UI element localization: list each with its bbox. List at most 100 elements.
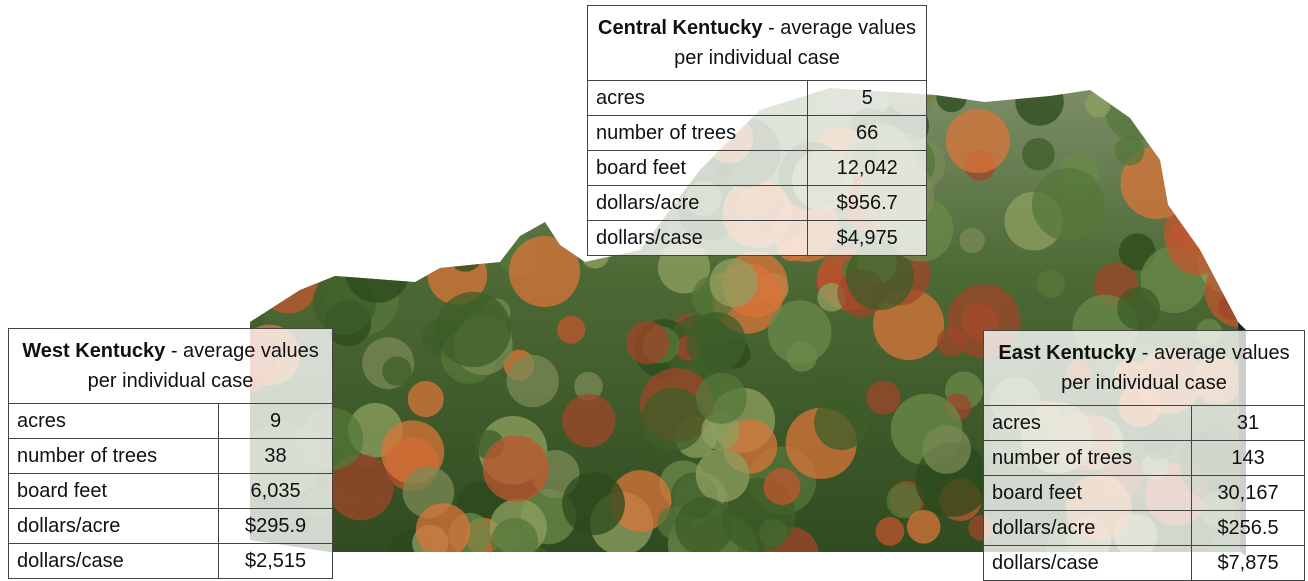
tree (339, 230, 368, 259)
tree (1117, 287, 1160, 330)
row-label: acres (588, 81, 808, 116)
tree (436, 292, 511, 367)
tree (307, 142, 339, 174)
tree (268, 239, 316, 287)
tree (475, 170, 538, 233)
tree (562, 472, 625, 535)
tree (270, 234, 312, 276)
tree (675, 497, 733, 555)
tree (1207, 209, 1237, 239)
row-label: acres (984, 406, 1192, 441)
tree (696, 373, 747, 424)
tree (448, 237, 482, 271)
row-label: board feet (9, 474, 219, 509)
tree (416, 503, 471, 558)
tree (238, 225, 292, 279)
tree (1218, 295, 1243, 320)
row-value: 143 (1192, 441, 1305, 476)
tree (1032, 168, 1105, 241)
data-row: acres31 (984, 406, 1305, 441)
tree (1036, 269, 1064, 297)
data-row: board feet12,042 (588, 151, 927, 186)
tree (340, 159, 380, 199)
tree (557, 316, 585, 344)
tree (1106, 83, 1165, 142)
tree (338, 213, 384, 259)
region-name: Central Kentucky (598, 17, 763, 39)
tree (415, 220, 441, 246)
tree (1205, 254, 1279, 328)
row-label: board feet (588, 151, 808, 186)
tree (1115, 136, 1145, 166)
tree (562, 394, 615, 447)
tree (481, 141, 549, 209)
data-row: dollars/case$2,515 (9, 544, 333, 579)
data-row: number of trees38 (9, 439, 333, 474)
tree (936, 81, 967, 112)
infographic: Central Kentucky - average values per in… (0, 0, 1308, 579)
tree (455, 184, 498, 227)
tree (509, 236, 580, 307)
tree (287, 239, 323, 275)
tree (345, 238, 410, 303)
tree (238, 190, 268, 220)
row-value: 9 (219, 404, 333, 439)
central-table: Central Kentucky - average values per in… (587, 5, 927, 256)
tree (491, 518, 538, 565)
tree (1015, 77, 1063, 125)
header-row: West Kentucky - average values per indiv… (9, 329, 333, 404)
row-value: 6,035 (219, 474, 333, 509)
tree (483, 435, 549, 501)
tree (1209, 158, 1239, 188)
row-label: dollars/acre (9, 509, 219, 544)
tree (1179, 71, 1219, 111)
row-value: $7,875 (1192, 546, 1305, 581)
header-cell: East Kentucky - average values per indiv… (984, 331, 1305, 406)
row-value: $956.7 (808, 186, 927, 221)
row-value: 31 (1192, 406, 1305, 441)
tree (222, 220, 282, 280)
region-name: East Kentucky (998, 342, 1136, 364)
tree (234, 132, 295, 193)
row-value: $295.9 (219, 509, 333, 544)
tree (641, 387, 705, 451)
tree (1187, 115, 1236, 164)
header-cell: Central Kentucky - average values per in… (588, 6, 927, 81)
tree (1214, 78, 1243, 107)
tree (907, 510, 941, 544)
tree (300, 125, 334, 159)
tree (490, 80, 554, 144)
tree (922, 425, 971, 474)
tree (296, 178, 328, 210)
row-value: 38 (219, 439, 333, 474)
tree (768, 300, 832, 364)
tree (946, 109, 1010, 173)
data-row: dollars/acre$956.7 (588, 186, 927, 221)
tree (814, 395, 869, 450)
tree (687, 312, 746, 371)
header-row: East Kentucky - average values per indiv… (984, 331, 1305, 406)
row-label: acres (9, 404, 219, 439)
data-row: number of trees143 (984, 441, 1305, 476)
tree (354, 172, 401, 219)
tree (709, 258, 757, 306)
tree (375, 58, 443, 126)
row-label: number of trees (588, 116, 808, 151)
row-value: 66 (808, 116, 927, 151)
tree (371, 150, 409, 188)
tree (526, 174, 550, 198)
tree (349, 181, 409, 241)
tree (1168, 215, 1228, 275)
data-row: dollars/case$7,875 (984, 546, 1305, 581)
region-name: West Kentucky (22, 340, 165, 362)
tree (408, 381, 444, 417)
tree (396, 93, 424, 121)
tree (521, 133, 551, 163)
tree (959, 228, 985, 254)
row-value: $2,515 (219, 544, 333, 579)
tree (297, 151, 326, 180)
header-cell: West Kentucky - average values per indiv… (9, 329, 333, 404)
